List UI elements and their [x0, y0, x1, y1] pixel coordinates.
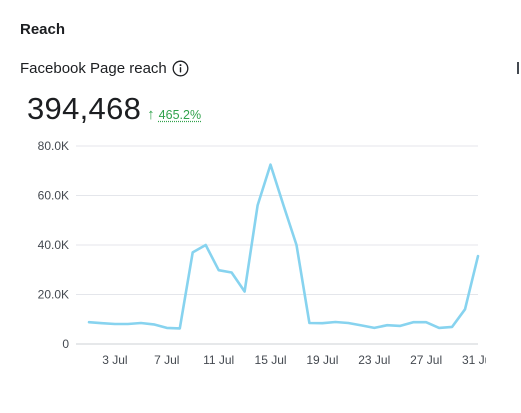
data-point[interactable] — [190, 249, 196, 255]
data-point[interactable] — [216, 267, 222, 273]
data-point[interactable] — [99, 320, 105, 326]
data-point[interactable] — [112, 321, 118, 327]
y-tick-label: 60.0K — [38, 189, 69, 203]
x-tick-label: 7 Jul — [154, 353, 179, 367]
data-point[interactable] — [229, 269, 235, 275]
section-title: Reach — [20, 21, 66, 38]
data-point[interactable] — [345, 320, 351, 326]
data-point[interactable] — [436, 325, 442, 331]
x-tick-label: 3 Jul — [102, 353, 127, 367]
metric-label: Facebook Page reach — [20, 60, 167, 77]
trend-value: 465.2% — [158, 108, 202, 122]
x-tick-label: 15 Jul — [255, 353, 287, 367]
trend-indicator[interactable]: ↑ 465.2% — [147, 106, 201, 123]
data-point[interactable] — [371, 325, 377, 331]
data-point[interactable] — [358, 322, 364, 328]
data-point[interactable] — [332, 319, 338, 325]
data-point[interactable] — [462, 306, 468, 312]
data-point[interactable] — [255, 202, 261, 208]
data-point[interactable] — [281, 202, 287, 208]
data-point[interactable] — [397, 323, 403, 329]
data-point[interactable] — [138, 320, 144, 326]
data-point[interactable] — [410, 319, 416, 325]
y-tick-label: 20.0K — [38, 288, 69, 302]
data-point[interactable] — [164, 325, 170, 331]
next-card-edge — [517, 62, 519, 74]
metric-value: 394,468 — [27, 91, 142, 126]
x-tick-label: 27 Jul — [410, 353, 442, 367]
data-point[interactable] — [86, 319, 92, 325]
x-tick-label: 23 Jul — [358, 353, 390, 367]
data-point[interactable] — [449, 324, 455, 330]
data-point[interactable] — [125, 321, 131, 327]
x-tick-label: 11 Jul — [203, 353, 234, 367]
data-point[interactable] — [268, 162, 274, 168]
data-point[interactable] — [293, 242, 299, 248]
reach-series-line[interactable] — [87, 163, 480, 330]
x-tick-label: 31 Jul — [462, 353, 494, 367]
x-tick-label: 19 Jul — [306, 353, 338, 367]
data-point[interactable] — [203, 242, 209, 248]
info-icon[interactable] — [172, 60, 189, 77]
data-point[interactable] — [423, 319, 429, 325]
y-tick-label: 0 — [62, 337, 69, 351]
data-point[interactable] — [384, 322, 390, 328]
data-point[interactable] — [177, 325, 183, 331]
data-point[interactable] — [319, 320, 325, 326]
y-tick-label: 40.0K — [38, 238, 69, 252]
arrow-up-icon: ↑ — [147, 106, 155, 123]
metric-label-row: Facebook Page reach — [20, 60, 189, 77]
data-point[interactable] — [306, 320, 312, 326]
data-point[interactable] — [151, 321, 157, 327]
metric-row: 394,468 ↑ 465.2% — [27, 91, 201, 127]
y-tick-label: 80.0K — [38, 139, 69, 153]
reach-line-chart: 0 20.0K 40.0K 60.0K 80.0K 3 Jul 7 Jul 11 Jul 15 … — [38, 139, 494, 367]
data-point[interactable] — [242, 289, 248, 295]
data-point[interactable] — [475, 253, 481, 259]
